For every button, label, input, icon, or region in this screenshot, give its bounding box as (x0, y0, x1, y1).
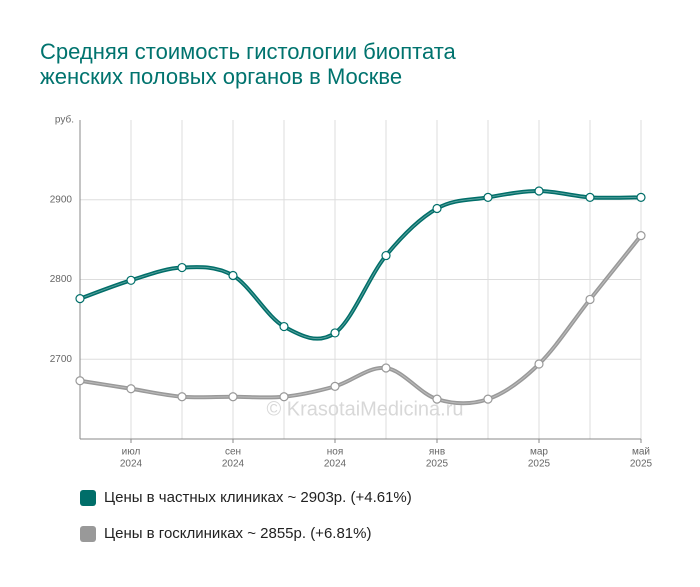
point (534, 186, 544, 196)
x-tick-label: янв (429, 447, 445, 458)
point (177, 392, 187, 402)
x-tick-label: 2025 (426, 459, 449, 470)
y-tick-label: 2800 (50, 274, 73, 285)
point (483, 192, 493, 202)
point (585, 294, 595, 305)
point (330, 381, 340, 391)
point (228, 392, 238, 402)
point (228, 270, 238, 281)
point (432, 394, 442, 404)
point (75, 376, 85, 386)
point (330, 328, 340, 338)
point (279, 392, 289, 402)
point (381, 363, 391, 373)
point (126, 384, 136, 394)
x-tick-label: ноя (327, 447, 344, 458)
y-tick-label: 2900 (50, 194, 73, 205)
x-tick-label: 2024 (120, 459, 143, 470)
x-tick-label: 2024 (222, 459, 245, 470)
x-tick-label: мар (530, 447, 548, 458)
point (432, 203, 442, 214)
x-tick-label: 2025 (630, 459, 653, 470)
watermark: © KrasotaiMedicina.ru (266, 398, 463, 420)
point (636, 231, 646, 241)
point (279, 321, 289, 332)
point (381, 250, 391, 261)
chart-title: женских половых органов в Москве (40, 64, 402, 89)
series-line (78, 188, 643, 341)
point (636, 192, 646, 202)
series-line-highlight (79, 190, 642, 340)
point (177, 262, 187, 273)
point (534, 359, 544, 369)
series-line (78, 233, 643, 406)
point (126, 275, 136, 285)
series-line-highlight (79, 235, 642, 404)
point (585, 192, 595, 202)
x-tick-label: 2024 (324, 459, 347, 470)
x-tick-label: сен (225, 447, 241, 458)
point (75, 294, 85, 304)
y-unit: руб. (55, 114, 74, 126)
legend-swatch (80, 526, 96, 542)
legend-label: Цены в частных клиниках ~ 2903р. (+4.61%… (104, 489, 412, 506)
x-tick-label: июл (122, 447, 141, 458)
chart-title: Средняя стоимость гистологии биоптата (40, 39, 457, 64)
x-tick-label: май (632, 447, 650, 458)
point (483, 394, 493, 404)
x-tick-label: 2025 (528, 459, 551, 470)
legend-swatch (80, 490, 96, 506)
y-tick-label: 2700 (50, 354, 73, 365)
legend-label: Цены в госклиниках ~ 2855р. (+6.81%) (104, 525, 371, 542)
